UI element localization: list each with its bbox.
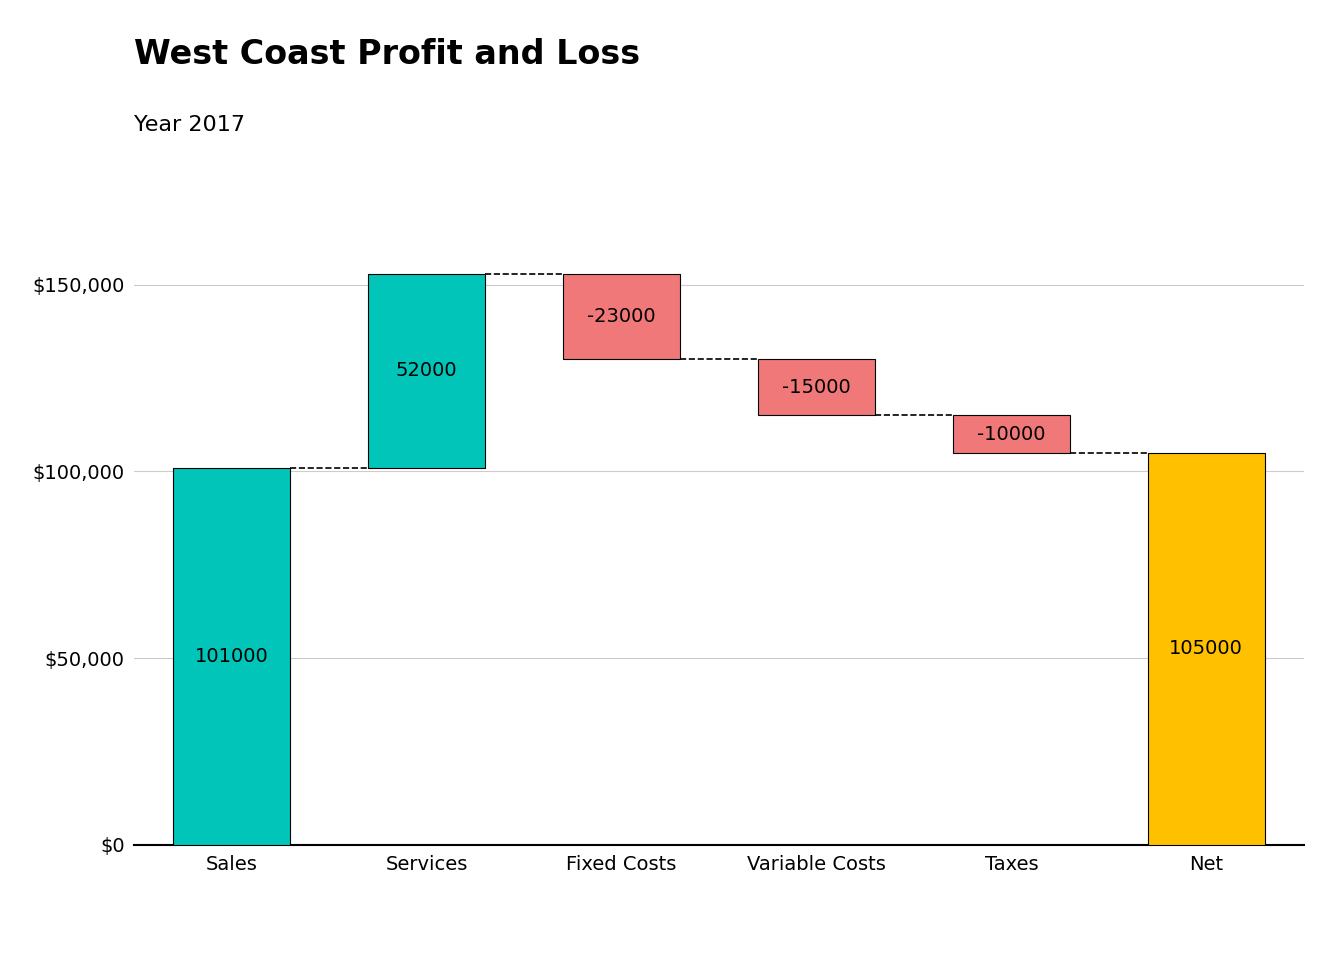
Bar: [563, 274, 680, 359]
Text: 105000: 105000: [1169, 639, 1243, 659]
Bar: [758, 359, 875, 416]
Text: -23000: -23000: [587, 307, 656, 326]
Text: Year 2017: Year 2017: [134, 115, 246, 135]
Text: 52000: 52000: [396, 361, 457, 380]
Bar: [953, 416, 1070, 453]
Bar: [1148, 453, 1265, 845]
Text: -15000: -15000: [782, 378, 851, 397]
Text: 101000: 101000: [195, 647, 269, 666]
Bar: [368, 274, 485, 468]
Text: West Coast Profit and Loss: West Coast Profit and Loss: [134, 38, 641, 71]
Bar: [173, 468, 290, 845]
Text: -10000: -10000: [977, 424, 1046, 444]
